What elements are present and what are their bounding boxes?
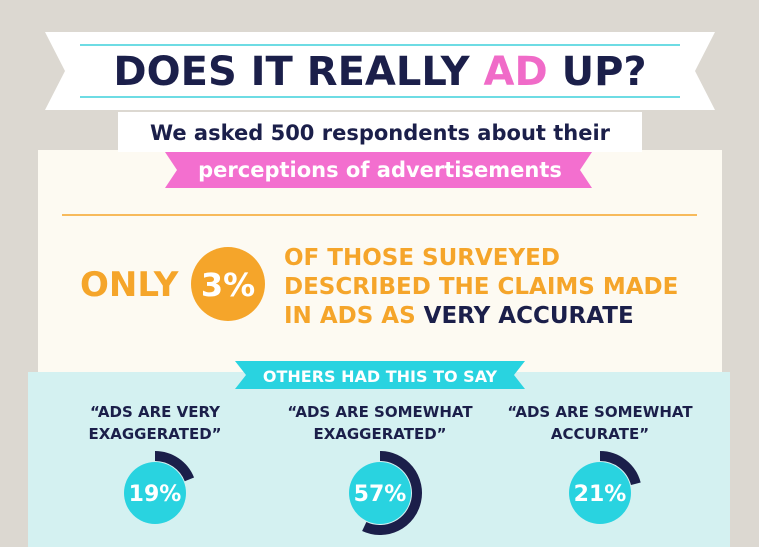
title-part: UP?: [548, 49, 647, 95]
quote: ACCURATE”: [551, 425, 649, 443]
donut-arc: [362, 451, 422, 535]
highlight-text-part: IN ADS AS: [284, 303, 416, 329]
quote: “ADS ARE SOMEWHAT: [287, 403, 473, 421]
subtitle-box: [118, 112, 642, 152]
donut-center: [349, 462, 411, 524]
quote: “ADS ARE SOMEWHAT: [507, 403, 693, 421]
highlight-text: IN ADS AS VERY ACCURATE: [284, 303, 634, 329]
highlight-prefix: ONLY: [80, 265, 179, 305]
title-ribbon: [45, 32, 715, 110]
highlight-text: OF THOSE SURVEYED: [284, 245, 560, 271]
highlight-value: 3%: [201, 266, 255, 304]
subtitle: We asked 500 respondents about their: [150, 121, 611, 145]
highlight-circle: [191, 247, 265, 321]
subtitle-ribbon: [165, 152, 592, 188]
others-ribbon: [235, 361, 525, 389]
others-heading: OTHERS HAD THIS TO SAY: [263, 367, 498, 386]
highlight-emphasis: VERY ACCURATE: [424, 303, 634, 329]
subtitle-highlight: perceptions of advertisements: [198, 158, 562, 182]
title-part: DOES IT REALLY: [113, 49, 483, 95]
donut-label: 19%: [129, 482, 182, 507]
donut-center: [569, 462, 631, 524]
quote: EXAGGERATED”: [88, 425, 221, 443]
title: DOES IT REALLY AD UP?: [113, 49, 646, 95]
quote: EXAGGERATED”: [313, 425, 446, 443]
title-accent: AD: [483, 49, 547, 95]
donut-label: 57%: [354, 482, 407, 507]
quote: “ADS ARE VERY: [90, 403, 221, 421]
others-items: “ADS ARE VERY EXAGGERATED” 19% “ADS ARE SOM…: [88, 403, 693, 535]
donut-label: 21%: [574, 482, 627, 507]
highlight-text: DESCRIBED THE CLAIMS MADE: [284, 274, 678, 300]
donut-center: [124, 462, 186, 524]
donut-arc: [599, 451, 641, 486]
donut-arc: [154, 451, 195, 482]
